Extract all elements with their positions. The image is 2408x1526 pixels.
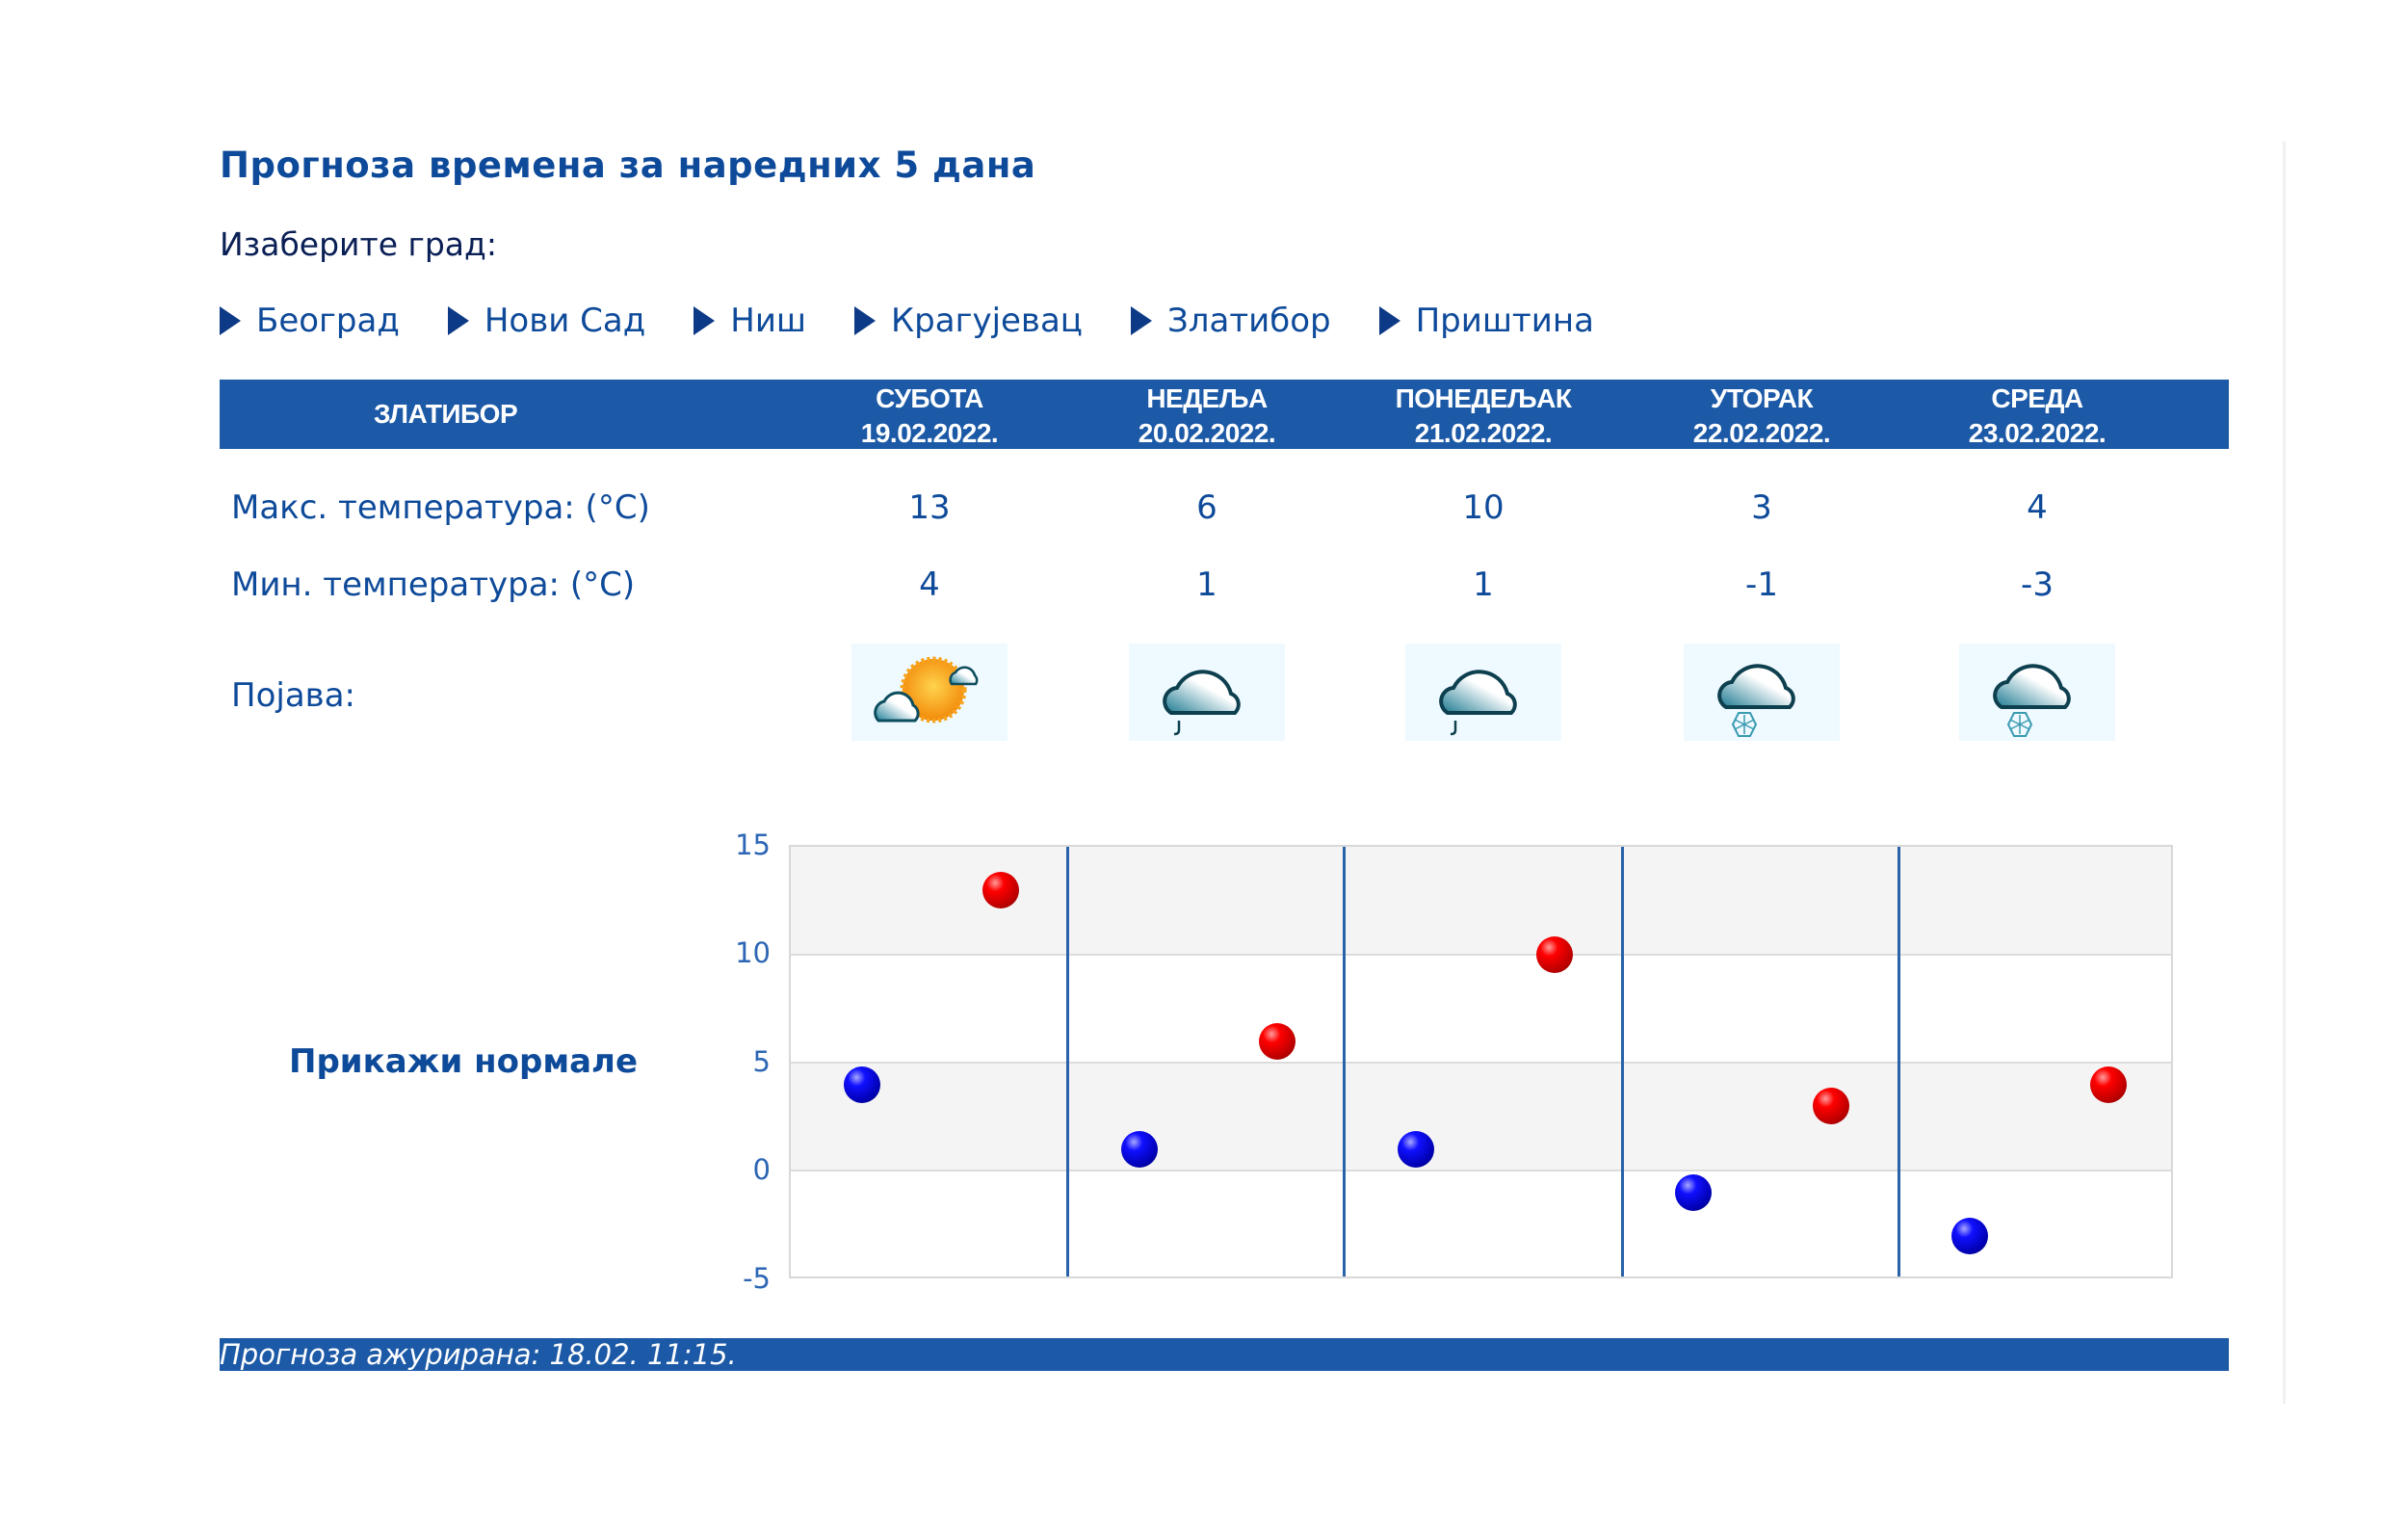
max-temp-value: 10 — [1462, 488, 1505, 527]
max-temp-point — [2090, 1066, 2127, 1103]
city-label: Београд — [256, 302, 400, 340]
day-date: 20.02.2022. — [1138, 418, 1276, 448]
min-temp-value: 4 — [919, 566, 940, 604]
city-label: Приштина — [1415, 302, 1594, 340]
min-temp-point — [1121, 1131, 1158, 1168]
city-label: Ниш — [730, 302, 807, 340]
y-tick-label: -5 — [743, 1262, 771, 1295]
day-name: УТОРАК — [1710, 383, 1814, 413]
min-temp-point — [1951, 1218, 1988, 1254]
cloud-rain-icon — [1405, 644, 1561, 741]
page-title: Прогноза времена за наредних 5 дана — [220, 145, 1036, 186]
max-temp-label: Макс. температура: (°C) — [231, 488, 650, 527]
arrow-right-icon — [447, 306, 469, 335]
min-temp-value: -1 — [1745, 566, 1778, 604]
day-divider — [1343, 847, 1346, 1276]
max-temp-point — [982, 872, 1019, 908]
gridline — [791, 1062, 2171, 1064]
arrow-right-icon — [1378, 306, 1400, 335]
forecast-header: ЗЛАТИБОР СУБОТА 19.02.2022. НЕДЕЉА 20.02… — [220, 380, 2229, 449]
temperature-chart — [789, 845, 2173, 1278]
day-header: СРЕДА 23.02.2022. — [1902, 382, 2172, 451]
day-name: НЕДЕЉА — [1146, 383, 1268, 413]
city-link-nis[interactable]: Ниш — [694, 302, 854, 340]
gridline — [791, 954, 2171, 956]
cloud-rain-icon — [1129, 644, 1285, 741]
day-divider — [1066, 847, 1069, 1276]
city-link-zlatibor[interactable]: Златибор — [1130, 302, 1379, 340]
cloud-snow-icon — [1684, 644, 1840, 741]
arrow-right-icon — [854, 306, 877, 335]
city-label: Златибор — [1166, 302, 1331, 340]
phenomenon-label: Појава: — [231, 676, 355, 715]
max-temp-value: 6 — [1196, 488, 1217, 527]
max-temp-point — [1259, 1023, 1296, 1060]
arrow-right-icon — [694, 306, 716, 335]
city-link-pristina[interactable]: Приштина — [1378, 302, 1642, 340]
day-header: СУБОТА 19.02.2022. — [795, 382, 1064, 451]
show-normals-link[interactable]: Прикажи нормале — [289, 1042, 639, 1081]
choose-city-label: Изаберите град: — [220, 225, 497, 263]
chart-band — [791, 1063, 2171, 1171]
max-temp-value: 3 — [1751, 488, 1772, 527]
min-temp-point — [844, 1066, 880, 1103]
max-temp-value: 13 — [908, 488, 951, 527]
city-link-kragujevac[interactable]: Крагујевац — [854, 302, 1131, 340]
arrow-right-icon — [220, 306, 241, 335]
selected-city-name: ЗЛАТИБОР — [374, 399, 518, 429]
gridline — [791, 1170, 2171, 1171]
city-label: Нови Сад — [484, 302, 646, 340]
day-date: 23.02.2022. — [1968, 418, 2107, 448]
arrow-right-icon — [1130, 306, 1152, 335]
max-temp-value: 4 — [2027, 488, 2048, 527]
min-temp-point — [1675, 1174, 1712, 1211]
day-name: СРЕДА — [1991, 383, 2083, 413]
forecast-updated-text: Прогноза ажурирана: 18.02. 11:15. — [220, 1338, 737, 1371]
min-temp-value: 1 — [1196, 566, 1217, 604]
y-tick-label: 5 — [752, 1045, 771, 1078]
forecast-updated-bar: Прогноза ажурирана: 18.02. 11:15. — [220, 1338, 2229, 1371]
day-date: 19.02.2022. — [860, 418, 999, 448]
city-link-beograd[interactable]: Београд — [220, 302, 448, 340]
max-temp-point — [1813, 1088, 1849, 1124]
day-header: УТОРАК 22.02.2022. — [1627, 382, 1897, 451]
partly-cloudy-sun-icon — [851, 644, 1008, 741]
city-list: Београд Нови Сад Ниш Крагујевац Златибор… — [220, 302, 1642, 340]
min-temp-point — [1398, 1131, 1434, 1168]
y-tick-label: 0 — [752, 1153, 771, 1186]
day-date: 21.02.2022. — [1414, 418, 1553, 448]
day-divider — [1898, 847, 1900, 1276]
y-tick-label: 15 — [735, 829, 771, 861]
y-tick-label: 10 — [735, 936, 771, 969]
day-divider — [1621, 847, 1624, 1276]
day-name: СУБОТА — [876, 383, 983, 413]
day-header: ПОНЕДЕЉАК 21.02.2022. — [1348, 382, 1618, 451]
min-temp-label: Мин. температура: (°C) — [231, 566, 636, 604]
chart-band — [791, 847, 2171, 955]
city-label: Крагујевац — [891, 302, 1083, 340]
page-border-line — [2283, 142, 2286, 1404]
day-header: НЕДЕЉА 20.02.2022. — [1072, 382, 1342, 451]
day-name: ПОНЕДЕЉАК — [1395, 383, 1572, 413]
min-temp-value: -3 — [2021, 566, 2054, 604]
max-temp-point — [1536, 936, 1573, 973]
city-link-novi-sad[interactable]: Нови Сад — [447, 302, 694, 340]
day-date: 22.02.2022. — [1692, 418, 1831, 448]
cloud-snow-icon — [1959, 644, 2115, 741]
min-temp-value: 1 — [1473, 566, 1494, 604]
